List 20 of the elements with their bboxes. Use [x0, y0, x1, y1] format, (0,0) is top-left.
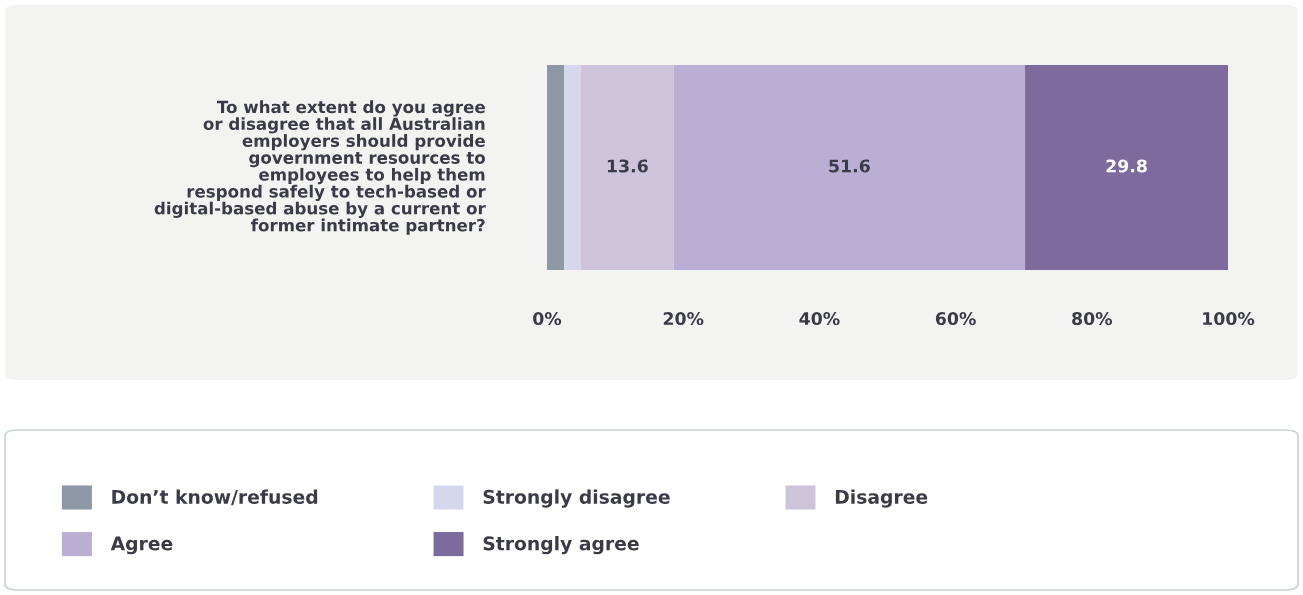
legend-label: Strongly disagree	[483, 489, 670, 508]
bar	[564, 65, 582, 270]
bar	[1025, 65, 1228, 270]
bar	[581, 65, 674, 270]
bar	[547, 65, 565, 270]
data-label: 51.6	[829, 159, 870, 173]
x-tick-label: 60%	[935, 311, 976, 326]
data-label: 13.6	[607, 159, 648, 173]
x-tick-label: 20%	[663, 311, 704, 326]
x-tick-label: 0%	[533, 311, 562, 326]
legend-label: Disagree	[835, 489, 928, 508]
x-tick-label: 80%	[1072, 311, 1113, 326]
x-tick-label: 100%	[1203, 311, 1255, 326]
data-label: 29.8	[1106, 159, 1147, 173]
bar	[673, 65, 1026, 270]
legend-label: Don’t know/refused	[112, 489, 318, 506]
legend-label: Strongly agree	[483, 535, 639, 555]
x-tick-label: 40%	[799, 311, 840, 326]
legend-label: Agree	[110, 536, 173, 555]
y-tick-label: To what extent do you agree or disagree that all Australian employers should provide government resources to employees to help them respond safely to tech-based or digital-based abuse by a current or former intimate partner?	[154, 100, 486, 235]
